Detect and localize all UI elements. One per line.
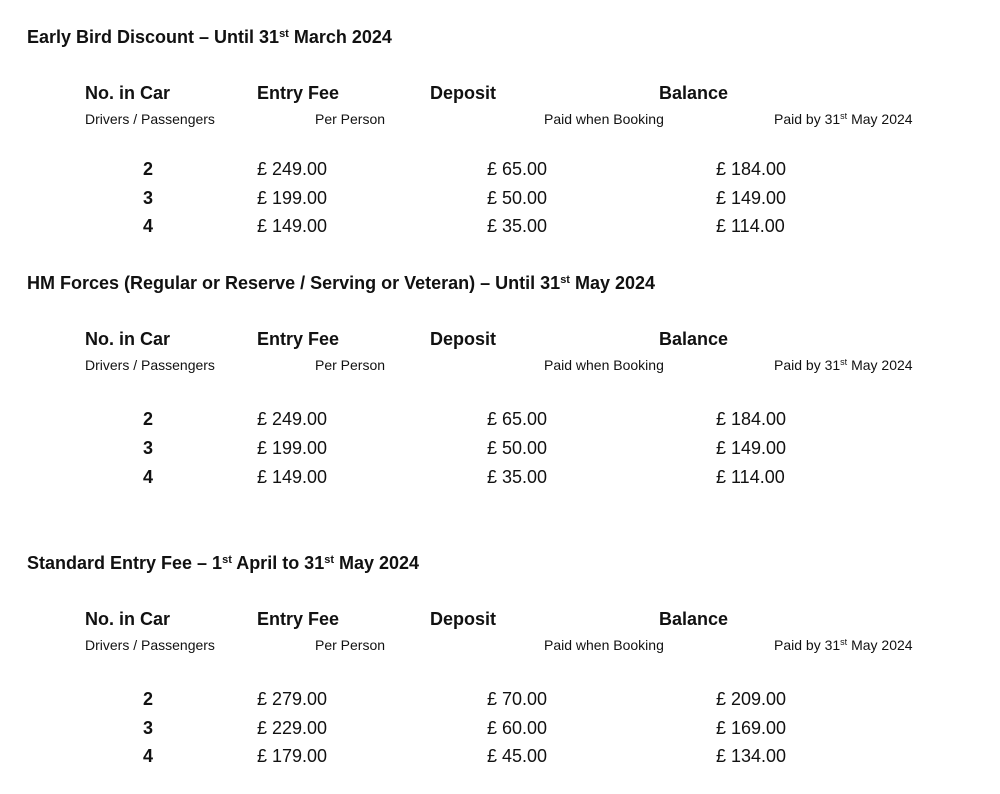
deposit-value: £ 50.00 bbox=[487, 438, 548, 458]
header-balance: Balance bbox=[659, 609, 729, 629]
subheader-paid-by-part: Paid by 31 bbox=[774, 637, 841, 653]
car-count: 2 bbox=[142, 159, 153, 179]
subheader-paid-by-part: st bbox=[840, 637, 848, 647]
section-title-part: March 2024 bbox=[288, 27, 392, 47]
pricing-section: Standard Entry Fee – 1st April to 31st M… bbox=[0, 554, 1000, 794]
subheader-drivers-passengers: Drivers / Passengers bbox=[85, 357, 215, 373]
section-title-part: st bbox=[222, 554, 232, 566]
section-title: Early Bird Discount – Until 31st March 2… bbox=[27, 28, 392, 46]
balance-value: £ 209.00 bbox=[716, 689, 787, 709]
car-count: 4 bbox=[142, 746, 153, 766]
subheader-drivers-passengers: Drivers / Passengers bbox=[85, 111, 215, 127]
deposit-value: £ 65.00 bbox=[487, 409, 548, 429]
header-deposit: Deposit bbox=[430, 83, 497, 103]
section-title-part: Early Bird Discount – Until 31 bbox=[27, 27, 280, 47]
subheader-drivers-passengers: Drivers / Passengers bbox=[85, 637, 215, 653]
section-title-part: st bbox=[324, 554, 334, 566]
header-no-in-car: No. in Car bbox=[85, 83, 171, 103]
header-entry-fee: Entry Fee bbox=[257, 329, 340, 349]
subheader-paid-when-booking: Paid when Booking bbox=[544, 357, 664, 373]
balance-value: £ 184.00 bbox=[716, 409, 787, 429]
deposit-value: £ 70.00 bbox=[487, 689, 548, 709]
subheader-paid-by-part: May 2024 bbox=[847, 111, 913, 127]
car-count: 4 bbox=[142, 216, 153, 236]
car-count: 3 bbox=[142, 718, 153, 738]
section-title-part: HM Forces (Regular or Reserve / Serving … bbox=[27, 273, 561, 293]
balance-value: £ 169.00 bbox=[716, 718, 787, 738]
car-count: 2 bbox=[142, 689, 153, 709]
entry-fee-value: £ 199.00 bbox=[257, 188, 328, 208]
car-count: 3 bbox=[142, 188, 153, 208]
pricing-section: HM Forces (Regular or Reserve / Serving … bbox=[0, 274, 1000, 524]
entry-fee-value: £ 229.00 bbox=[257, 718, 328, 738]
balance-value: £ 149.00 bbox=[716, 188, 787, 208]
entry-fee-value: £ 149.00 bbox=[257, 467, 328, 487]
subheader-per-person: Per Person bbox=[315, 357, 386, 373]
entry-fee-value: £ 149.00 bbox=[257, 216, 328, 236]
deposit-value: £ 35.00 bbox=[487, 467, 548, 487]
subheader-paid-by: Paid by 31st May 2024 bbox=[774, 357, 913, 373]
section-title-part: May 2024 bbox=[334, 553, 420, 573]
deposit-value: £ 60.00 bbox=[487, 718, 548, 738]
pricing-section: Early Bird Discount – Until 31st March 2… bbox=[0, 28, 1000, 278]
section-title-part: st bbox=[279, 28, 289, 40]
header-entry-fee: Entry Fee bbox=[257, 609, 340, 629]
subheader-paid-by: Paid by 31st May 2024 bbox=[774, 111, 913, 127]
section-title-part: May 2024 bbox=[569, 273, 656, 293]
header-balance: Balance bbox=[659, 329, 729, 349]
deposit-value: £ 50.00 bbox=[487, 188, 548, 208]
header-no-in-car: No. in Car bbox=[85, 329, 171, 349]
car-count: 4 bbox=[142, 467, 153, 487]
car-count: 3 bbox=[142, 438, 153, 458]
balance-value: £ 114.00 bbox=[716, 467, 785, 487]
subheader-per-person: Per Person bbox=[315, 111, 386, 127]
deposit-value: £ 65.00 bbox=[487, 159, 548, 179]
header-entry-fee: Entry Fee bbox=[257, 83, 340, 103]
header-deposit: Deposit bbox=[430, 329, 497, 349]
subheader-paid-by-part: st bbox=[840, 357, 848, 367]
subheader-paid-when-booking: Paid when Booking bbox=[544, 111, 664, 127]
deposit-value: £ 35.00 bbox=[487, 216, 548, 236]
subheader-paid-by-part: May 2024 bbox=[847, 637, 913, 653]
subheader-paid-when-booking: Paid when Booking bbox=[544, 637, 664, 653]
subheader-per-person: Per Person bbox=[315, 637, 386, 653]
entry-fee-value: £ 199.00 bbox=[257, 438, 328, 458]
section-title: Standard Entry Fee – 1st April to 31st M… bbox=[27, 554, 419, 572]
section-title-part: Standard Entry Fee – 1 bbox=[27, 553, 223, 573]
section-title-part: April to 31 bbox=[231, 553, 325, 573]
entry-fee-value: £ 279.00 bbox=[257, 689, 328, 709]
balance-value: £ 114.00 bbox=[716, 216, 785, 236]
section-title: HM Forces (Regular or Reserve / Serving … bbox=[27, 274, 655, 292]
subheader-paid-by-part: Paid by 31 bbox=[774, 357, 841, 373]
balance-value: £ 134.00 bbox=[716, 746, 787, 766]
entry-fee-value: £ 249.00 bbox=[257, 409, 328, 429]
deposit-value: £ 45.00 bbox=[487, 746, 548, 766]
subheader-paid-by-part: May 2024 bbox=[847, 357, 913, 373]
header-no-in-car: No. in Car bbox=[85, 609, 171, 629]
section-title-part: st bbox=[560, 274, 570, 286]
header-deposit: Deposit bbox=[430, 609, 497, 629]
balance-value: £ 184.00 bbox=[716, 159, 787, 179]
subheader-paid-by-part: Paid by 31 bbox=[774, 111, 841, 127]
entry-fee-value: £ 249.00 bbox=[257, 159, 328, 179]
car-count: 2 bbox=[142, 409, 153, 429]
entry-fee-value: £ 179.00 bbox=[257, 746, 328, 766]
balance-value: £ 149.00 bbox=[716, 438, 787, 458]
subheader-paid-by-part: st bbox=[840, 111, 848, 121]
header-balance: Balance bbox=[659, 83, 729, 103]
subheader-paid-by: Paid by 31st May 2024 bbox=[774, 637, 913, 653]
